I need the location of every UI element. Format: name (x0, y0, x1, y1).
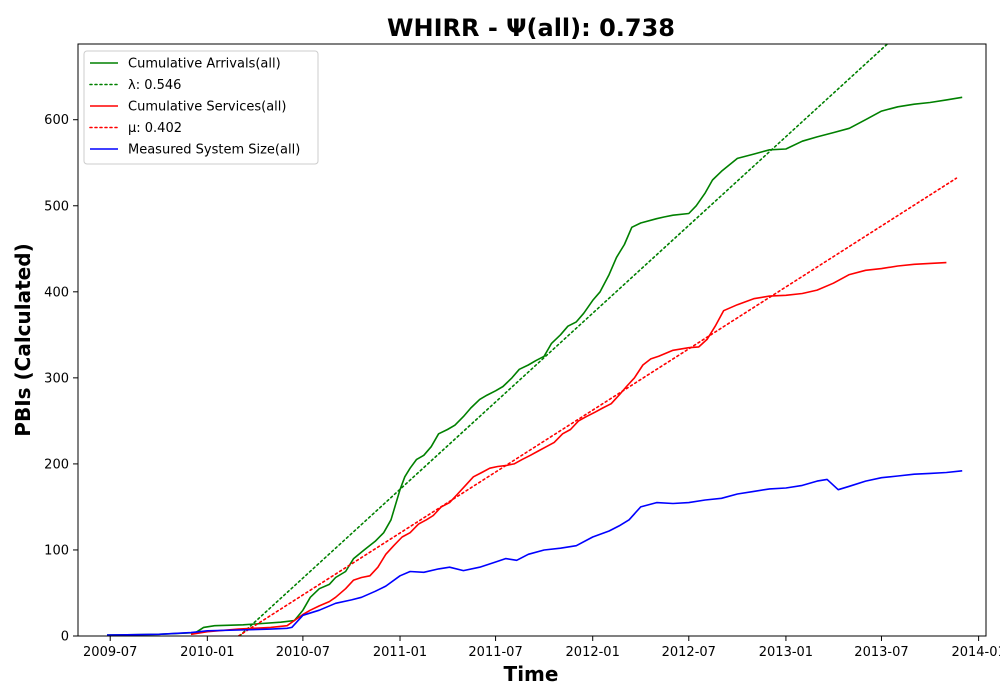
x-tick-label: 2009-07 (83, 645, 137, 660)
x-axis-title: Time (504, 662, 559, 686)
y-tick-label: 400 (44, 285, 69, 300)
x-tick-label: 2010-07 (276, 645, 330, 660)
x-tick-label: 2013-01 (759, 645, 813, 660)
series-layer (106, 44, 963, 636)
x-tick-label: 2012-01 (566, 645, 620, 660)
x-tick-label: 2011-07 (468, 645, 522, 660)
y-tick-label: 100 (44, 543, 69, 558)
y-tick-label: 500 (44, 199, 69, 214)
y-axis: 0 100 200 300 400 500 600 (44, 113, 78, 645)
legend-label-1: λ: 0.546 (128, 78, 181, 93)
series-line-4 (106, 470, 963, 636)
y-axis-title: PBIs (Calculated) (11, 243, 35, 436)
legend-frame (83, 50, 319, 165)
y-tick-label: 600 (44, 113, 69, 128)
legend-label-2: Cumulative Services(all) (128, 100, 286, 115)
series-line-2 (190, 261, 947, 636)
x-tick-label: 2010-01 (180, 645, 234, 660)
x-tick-label: 2012-07 (662, 645, 716, 660)
series-line-1 (238, 44, 889, 636)
x-tick-label: 2011-01 (373, 645, 427, 660)
y-tick-label: 300 (44, 371, 69, 386)
series-line-3 (237, 177, 958, 636)
legend-label-3: μ: 0.402 (128, 121, 182, 136)
x-tick-label: 2013-07 (854, 645, 908, 660)
x-axis: 2009-07 2010-01 2010-07 2011-01 2011-07 2012-… (83, 636, 1000, 660)
plot-frame (77, 43, 987, 637)
legend-label-0: Cumulative Arrivals(all) (128, 57, 281, 72)
legend-label-4: Measured System Size(all) (128, 143, 300, 158)
x-tick-label: 2014-01 (951, 645, 1000, 660)
y-tick-label: 200 (44, 457, 69, 472)
series-line-0 (106, 96, 963, 636)
chart-title: WHIRR - Ψ(all): 0.738 (387, 14, 675, 42)
y-tick-label: 0 (61, 630, 69, 645)
legend: Cumulative Arrivals(all) λ: 0.546 Cumulati… (83, 50, 319, 165)
